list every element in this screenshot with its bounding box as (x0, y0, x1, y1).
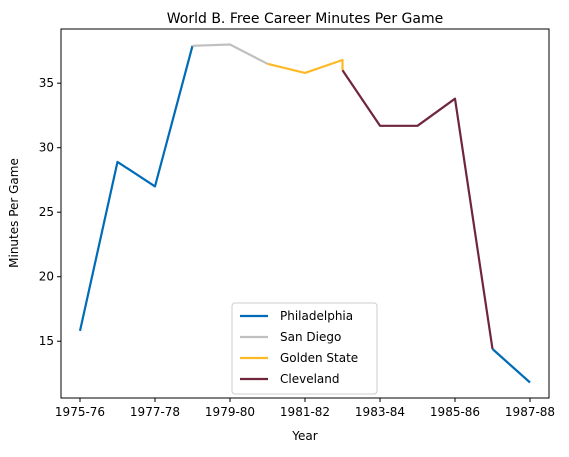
legend-label-philadelphia: Philadelphia (280, 309, 353, 323)
chart-title: World B. Free Career Minutes Per Game (167, 11, 443, 27)
y-tick-label: 20 (39, 270, 54, 284)
x-axis: 1975-76 1977-78 1979-80 1981-82 1983-84 1985-… (55, 398, 555, 419)
y-tick-label: 30 (39, 141, 54, 155)
x-tick-label: 1987-88 (505, 405, 555, 419)
legend-label-cleveland: Cleveland (280, 372, 340, 386)
x-tick-label: 1983-84 (355, 405, 405, 419)
x-tick-label: 1975-76 (55, 405, 105, 419)
legend: Philadelphia San Diego Golden State Clevela… (232, 303, 377, 394)
y-tick-label: 25 (39, 205, 54, 219)
x-tick-label: 1985-86 (430, 405, 480, 419)
x-tick-label: 1977-78 (130, 405, 180, 419)
series-line-san-diego (193, 45, 268, 64)
x-tick-label: 1981-82 (280, 405, 330, 419)
x-tick-label: 1979-80 (205, 405, 255, 419)
y-tick-label: 35 (39, 76, 54, 90)
series-line-philadelphia (493, 349, 531, 383)
y-tick-label: 15 (39, 334, 54, 348)
x-axis-label: Year (291, 429, 317, 443)
series-line-golden-state (268, 60, 343, 73)
legend-label-san-diego: San Diego (280, 330, 341, 344)
legend-label-golden-state: Golden State (280, 351, 358, 365)
y-axis: 15 20 25 30 35 (39, 76, 61, 348)
y-axis-label: Minutes Per Game (7, 158, 21, 268)
series-line-philadelphia (80, 46, 193, 331)
